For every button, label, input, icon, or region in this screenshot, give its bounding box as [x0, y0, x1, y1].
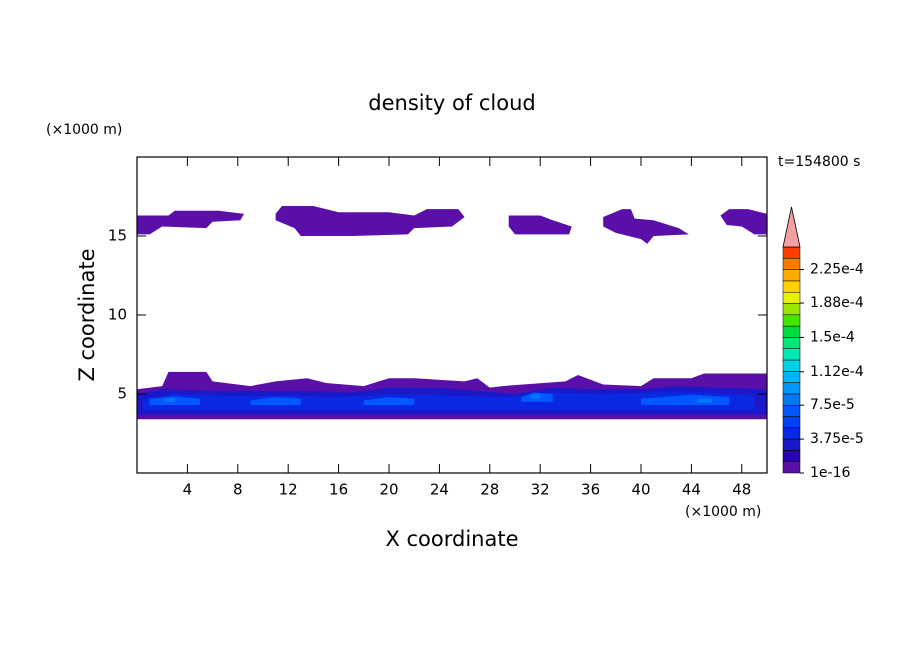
y-tick-label: 10: [108, 306, 127, 324]
colorbar-swatch: [782, 325, 801, 338]
colorbar-label: 1e-16: [810, 465, 850, 481]
colorbar-swatch: [782, 314, 801, 327]
plot-frame: [136, 156, 768, 474]
x-tick-label: 48: [732, 481, 751, 499]
contour-region: [508, 215, 572, 235]
contour-region: [530, 394, 541, 399]
contour-region: [363, 397, 415, 406]
x-tick-label: 44: [682, 481, 701, 499]
y-tick-label: 5: [117, 385, 127, 403]
contour-region: [720, 209, 767, 235]
contour-region: [697, 398, 712, 403]
x-tick-label: 24: [430, 481, 449, 499]
y-tick-label: 15: [108, 227, 127, 245]
contour-region: [164, 397, 175, 402]
colorbar-swatch: [782, 246, 801, 259]
colorbar-swatch: [782, 450, 801, 462]
colorbar-swatch: [782, 303, 801, 316]
colorbar-swatch: [782, 427, 801, 440]
y-axis-label: Z coordinate: [75, 248, 99, 381]
colorbar-swatch: [782, 280, 801, 293]
x-tick-label: 8: [233, 481, 243, 499]
colorbar-swatch: [782, 359, 801, 372]
colorbar-label: 7.5e-5: [810, 397, 855, 413]
colorbar-swatch: [782, 438, 801, 451]
contour-region: [143, 392, 755, 410]
colorbar-swatch: [782, 382, 801, 395]
plot-area: [137, 205, 767, 420]
colorbar-label: 2.25e-4: [810, 262, 864, 278]
x-axis-label: X coordinate: [385, 527, 518, 551]
x-tick-label: 20: [379, 481, 398, 499]
colorbar-swatch: [782, 291, 801, 304]
colorbar-extend: [782, 206, 801, 248]
colorbar-swatch: [782, 348, 801, 361]
x-tick-label: 36: [581, 481, 600, 499]
x-unit: (×1000 m): [685, 504, 761, 520]
colorbar-swatch: [782, 337, 801, 349]
chart-title: density of cloud: [368, 91, 535, 115]
colorbar-label: 1.5e-4: [810, 329, 855, 345]
contour-region: [250, 397, 301, 406]
contour-region: [603, 209, 689, 244]
colorbar-swatch: [782, 371, 801, 383]
colorbar-swatch: [782, 393, 801, 406]
colorbar-label: 3.75e-5: [810, 431, 864, 447]
colorbar-label: 1.88e-4: [810, 295, 864, 311]
colorbar-swatch: [782, 269, 801, 282]
x-tick-label: 12: [279, 481, 298, 499]
colorbar-label: 1.12e-4: [810, 364, 864, 380]
y-unit: (×1000 m): [46, 122, 122, 138]
contour-region: [137, 210, 245, 235]
x-tick-label: 16: [329, 481, 348, 499]
x-tick-label: 40: [631, 481, 650, 499]
annotation: t=154800 s: [778, 154, 860, 170]
colorbar-swatch: [782, 461, 801, 474]
colorbar-swatch: [782, 404, 801, 417]
x-tick-label: 4: [183, 481, 193, 499]
contour-region: [275, 205, 465, 236]
x-tick-label: 28: [480, 481, 499, 499]
colorbar-swatch: [782, 258, 801, 270]
colorbar-swatch: [782, 416, 801, 429]
x-tick-label: 32: [531, 481, 550, 499]
